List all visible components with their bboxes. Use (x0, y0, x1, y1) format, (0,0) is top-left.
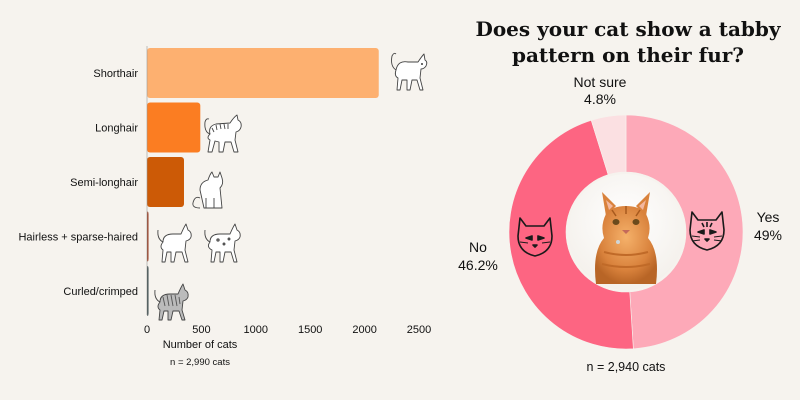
sphynx-cat-icon (204, 223, 241, 263)
x-tick-label: 1000 (244, 324, 268, 336)
bar-chart: Shorthair Longhair Semi-longhair Hairless +… (18, 48, 379, 316)
x-tick-label: 500 (192, 324, 210, 336)
hairless-cat-icon (157, 223, 192, 263)
category-label: Hairless + sparse-haired (18, 232, 138, 244)
standing-cat-icon (391, 52, 428, 91)
category-label: Shorthair (93, 68, 138, 80)
slice-value-not-sure: 4.8% (584, 91, 616, 107)
x-tick-label: 2000 (352, 324, 376, 336)
bar-semi-longhair (147, 157, 184, 207)
bar-curled-crimped (147, 266, 149, 316)
donut-slice-yes (625, 114, 744, 350)
slice-label-not-sure: Not sure (574, 74, 627, 90)
slice-value-no: 46.2% (458, 257, 498, 273)
bar-shorthair (147, 48, 379, 98)
orange-tabby-cat-photo (568, 174, 684, 290)
category-label: Semi-longhair (70, 177, 138, 189)
tabby-cat-face-icon (689, 211, 725, 251)
donut-slice-not-sure (590, 114, 627, 176)
donut-slice-no (508, 119, 634, 350)
category-label: Curled/crimped (63, 286, 138, 298)
slice-label-no: No (469, 239, 487, 255)
x-tick-label: 2500 (407, 324, 431, 336)
slice-value-yes: 49% (754, 227, 782, 243)
bar-longhair (147, 102, 201, 153)
x-tick-label: 0 (144, 324, 150, 336)
slice-label-yes: Yes (757, 209, 780, 225)
x-axis-ticks: 0 500 1000 1500 2000 2500 (144, 324, 431, 336)
curly-cat-icon (154, 283, 189, 321)
x-axis-title: Number of cats (163, 339, 238, 351)
longhair-cat-icon (204, 114, 242, 153)
category-label: Longhair (95, 123, 138, 135)
plain-cat-face-icon (517, 217, 553, 257)
donut-title-line-1: Does your cat show a tabby (476, 17, 782, 41)
sitting-cat-icon (192, 171, 224, 209)
bar-sample-size-note: n = 2,990 cats (170, 357, 230, 368)
donut-sample-size-note: n = 2,940 cats (587, 360, 666, 374)
x-tick-label: 1500 (298, 324, 322, 336)
donut-title-line-2: pattern on their fur? (512, 43, 744, 67)
donut-chart (508, 114, 744, 350)
bar-hairless-sparse-haired (147, 211, 149, 262)
